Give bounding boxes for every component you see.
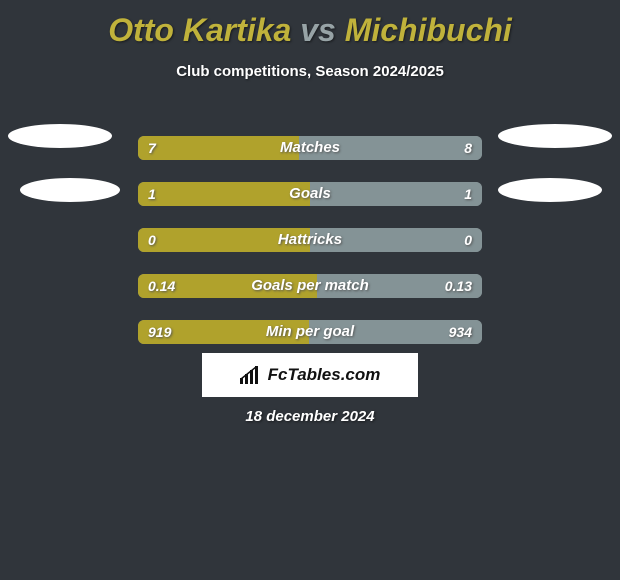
bar-track bbox=[138, 182, 482, 206]
stat-value-right: 0 bbox=[464, 228, 472, 252]
player-photo bbox=[8, 124, 112, 148]
stat-value-left: 7 bbox=[148, 136, 156, 160]
bar-left bbox=[138, 228, 310, 252]
stat-value-right: 934 bbox=[449, 320, 472, 344]
player-photo bbox=[498, 124, 612, 148]
stat-value-right: 8 bbox=[464, 136, 472, 160]
stat-value-right: 1 bbox=[464, 182, 472, 206]
stat-row: Goals per match0.140.13 bbox=[0, 262, 620, 308]
bar-track bbox=[138, 228, 482, 252]
logo-text: FcTables.com bbox=[268, 365, 381, 385]
stat-value-left: 0.14 bbox=[148, 274, 175, 298]
stat-value-left: 919 bbox=[148, 320, 171, 344]
stat-row: Min per goal919934 bbox=[0, 308, 620, 354]
stat-value-right: 0.13 bbox=[445, 274, 472, 298]
title-player2: Michibuchi bbox=[345, 12, 512, 48]
stat-value-left: 0 bbox=[148, 228, 156, 252]
page-title: Otto Kartika vs Michibuchi bbox=[0, 0, 620, 49]
bar-left bbox=[138, 136, 299, 160]
bar-track bbox=[138, 136, 482, 160]
logo-box[interactable]: FcTables.com bbox=[202, 353, 418, 397]
title-vs: vs bbox=[300, 12, 336, 48]
bar-right bbox=[310, 228, 482, 252]
subtitle: Club competitions, Season 2024/2025 bbox=[0, 63, 620, 80]
bar-left bbox=[138, 182, 310, 206]
bar-track bbox=[138, 320, 482, 344]
player-photo bbox=[20, 178, 120, 202]
stat-value-left: 1 bbox=[148, 182, 156, 206]
title-player1: Otto Kartika bbox=[108, 12, 291, 48]
bar-right bbox=[310, 182, 482, 206]
chart-icon bbox=[240, 366, 262, 384]
bar-track bbox=[138, 274, 482, 298]
date-text: 18 december 2024 bbox=[0, 408, 620, 425]
player-photo bbox=[498, 178, 602, 202]
stat-row: Hattricks00 bbox=[0, 216, 620, 262]
bar-right bbox=[299, 136, 482, 160]
stats-rows: Matches78Goals11Hattricks00Goals per mat… bbox=[0, 124, 620, 354]
